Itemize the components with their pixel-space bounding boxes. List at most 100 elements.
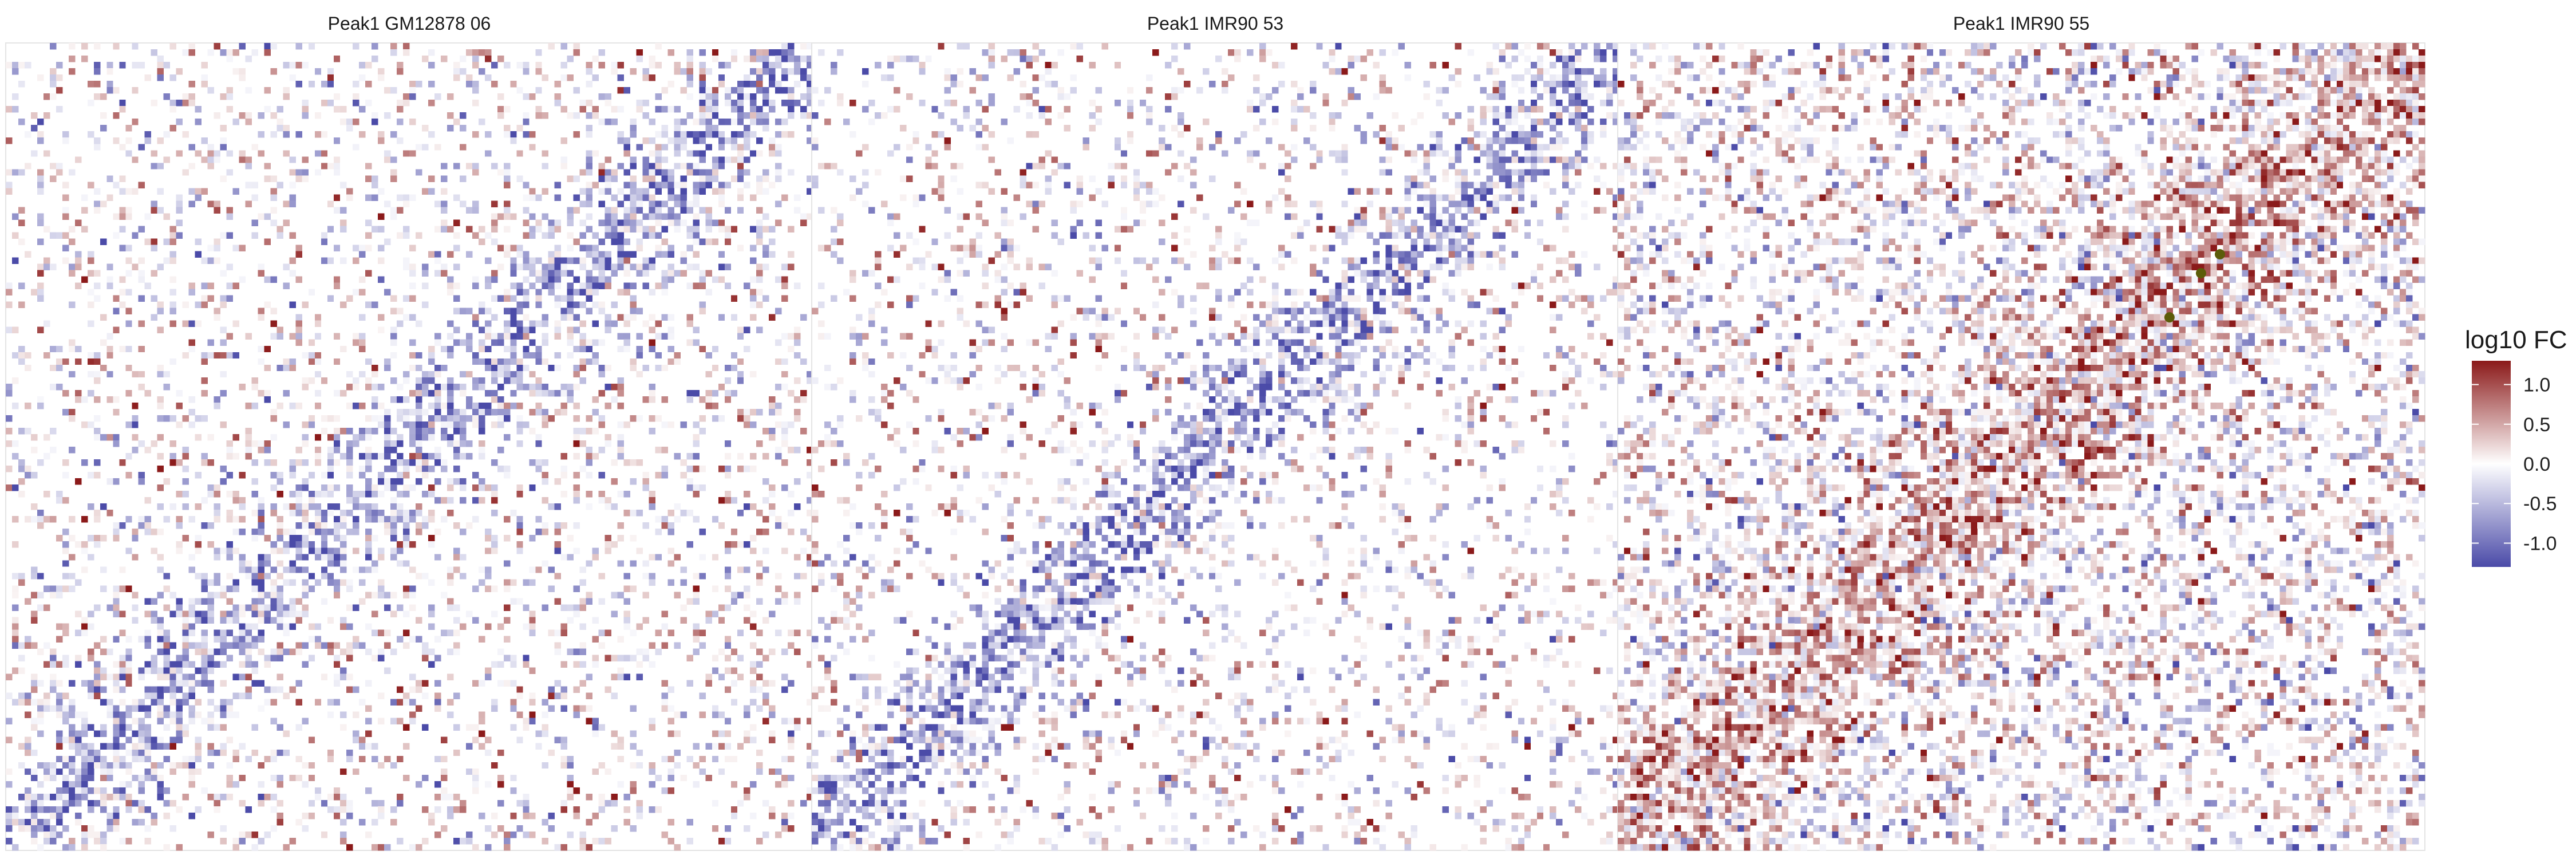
heatmap-cell: [718, 226, 725, 233]
heatmap-cell: [535, 459, 542, 466]
heatmap-cell: [586, 276, 592, 283]
heatmap-cell: [485, 232, 492, 239]
heatmap-cell: [371, 484, 378, 491]
heatmap-cell: [447, 226, 454, 233]
heatmap-cell: [69, 68, 76, 75]
heatmap-cell: [232, 844, 239, 851]
heatmap-cell: [6, 137, 13, 144]
heatmap-cell: [579, 282, 586, 290]
heatmap-cell: [384, 427, 391, 435]
heatmap-cell: [125, 781, 132, 788]
heatmap-cell: [649, 213, 656, 220]
heatmap-cell: [314, 371, 322, 378]
heatmap-cell: [605, 799, 611, 807]
heatmap-cell: [504, 377, 511, 384]
heatmap-cell: [138, 320, 145, 328]
heatmap-cell: [762, 263, 769, 270]
heatmap-cell: [1562, 68, 1569, 75]
heatmap-cell: [504, 636, 511, 643]
heatmap-cell: [1480, 119, 1487, 125]
heatmap-cell: [730, 119, 738, 125]
heatmap-cell: [1272, 62, 1279, 69]
heatmap-cell: [302, 516, 309, 523]
heatmap-cell: [775, 453, 782, 460]
heatmap-cell: [220, 137, 227, 144]
heatmap-cell: [598, 491, 605, 498]
heatmap-cell: [416, 434, 422, 441]
heatmap-cell: [737, 377, 744, 384]
heatmap-cell: [460, 554, 467, 561]
heatmap-cell: [485, 749, 492, 756]
heatmap-cell: [655, 182, 662, 188]
heatmap-cell: [1089, 112, 1096, 119]
heatmap-cell: [144, 238, 151, 245]
heatmap-cell: [573, 484, 580, 491]
heatmap-cell: [157, 762, 164, 769]
heatmap-cell: [31, 718, 38, 725]
heatmap-cell: [441, 226, 448, 233]
heatmap-cell: [542, 163, 548, 170]
heatmap-cell: [182, 648, 189, 655]
heatmap-cell: [371, 610, 378, 617]
heatmap-cell: [365, 705, 372, 712]
heatmap-cell: [88, 623, 94, 630]
heatmap-cell: [617, 62, 624, 69]
heatmap-cell: [157, 263, 164, 270]
heatmap-cell: [649, 169, 656, 176]
heatmap-cell: [485, 781, 492, 788]
heatmap-cell: [523, 251, 530, 258]
heatmap-cell: [1038, 74, 1045, 81]
heatmap-cell: [100, 566, 107, 573]
heatmap-cell: [339, 453, 347, 460]
heatmap-cell: [88, 762, 94, 769]
heatmap-cell: [605, 263, 611, 270]
heatmap-cell: [1095, 106, 1103, 113]
heatmap-cell: [649, 194, 656, 201]
heatmap-cell: [504, 579, 511, 586]
heatmap-cell: [270, 472, 278, 479]
heatmap-cell: [705, 112, 713, 119]
heatmap-cell: [390, 87, 397, 94]
heatmap-cell: [245, 156, 252, 163]
heatmap-cell: [157, 554, 164, 561]
heatmap-cell: [416, 427, 422, 435]
heatmap-cell: [554, 194, 561, 201]
heatmap-cell: [661, 251, 669, 258]
heatmap-cell: [295, 724, 303, 731]
heatmap-cell: [630, 119, 637, 125]
heatmap-cell: [163, 585, 170, 592]
heatmap-cell: [661, 610, 669, 617]
heatmap-cell: [163, 604, 170, 611]
heatmap-cell: [31, 673, 38, 680]
heatmap-cell: [718, 617, 725, 624]
heatmap-cell: [642, 282, 649, 290]
heatmap-cell: [289, 491, 297, 498]
heatmap-cell: [516, 736, 523, 744]
heatmap-cell: [636, 263, 643, 270]
heatmap-cell: [182, 699, 189, 706]
heatmap-cell: [100, 686, 107, 693]
heatmap-cell: [88, 472, 94, 479]
heatmap-cell: [25, 251, 31, 258]
heatmap-cell: [598, 598, 605, 605]
heatmap-cell: [573, 497, 580, 504]
heatmap-cell: [806, 447, 813, 454]
heatmap-cell: [453, 478, 460, 485]
heatmap-cell: [1297, 106, 1304, 113]
heatmap-cell: [749, 93, 757, 100]
heatmap-cell: [31, 818, 38, 826]
heatmap-cell: [1518, 125, 1525, 132]
heatmap-cell: [44, 516, 50, 523]
heatmap-cell: [516, 289, 523, 296]
heatmap-cell: [346, 427, 353, 435]
heatmap-cell: [623, 655, 630, 661]
heatmap-cell: [661, 106, 669, 113]
heatmap-cell: [390, 427, 397, 435]
heatmap-cell: [270, 408, 278, 416]
heatmap-cell: [661, 125, 669, 132]
heatmap-cell: [749, 226, 757, 233]
heatmap-cell: [548, 263, 555, 270]
heatmap-cell: [1259, 93, 1266, 100]
heatmap-cell: [768, 106, 776, 113]
heatmap-cell: [239, 610, 246, 617]
